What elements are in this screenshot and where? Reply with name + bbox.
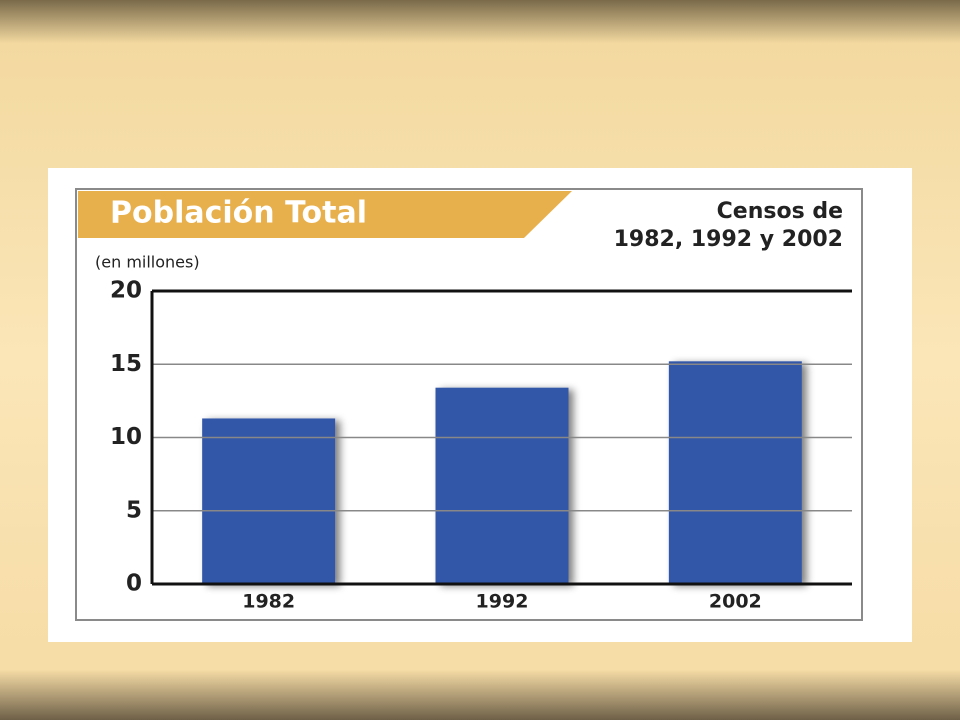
subtitle: Censos de	[717, 199, 843, 224]
bar	[668, 361, 802, 584]
x-tick-label: 1992	[476, 591, 529, 613]
subtitle: 1982, 1992 y 2002	[614, 227, 843, 252]
x-tick-label: 2002	[709, 591, 762, 613]
bar	[435, 387, 569, 584]
title-banner	[78, 191, 572, 238]
y-tick-label: 0	[126, 571, 142, 597]
frame	[75, 188, 863, 621]
chart-title: Población Total	[110, 196, 367, 231]
x-tick-label: 1982	[242, 591, 295, 613]
y-tick-label: 20	[110, 278, 142, 304]
y-tick-label: 10	[110, 424, 142, 450]
bar	[202, 418, 336, 584]
y-axis-label: (en millones)	[95, 253, 200, 272]
y-tick-label: 15	[110, 351, 142, 377]
y-tick-label: 5	[126, 497, 142, 523]
